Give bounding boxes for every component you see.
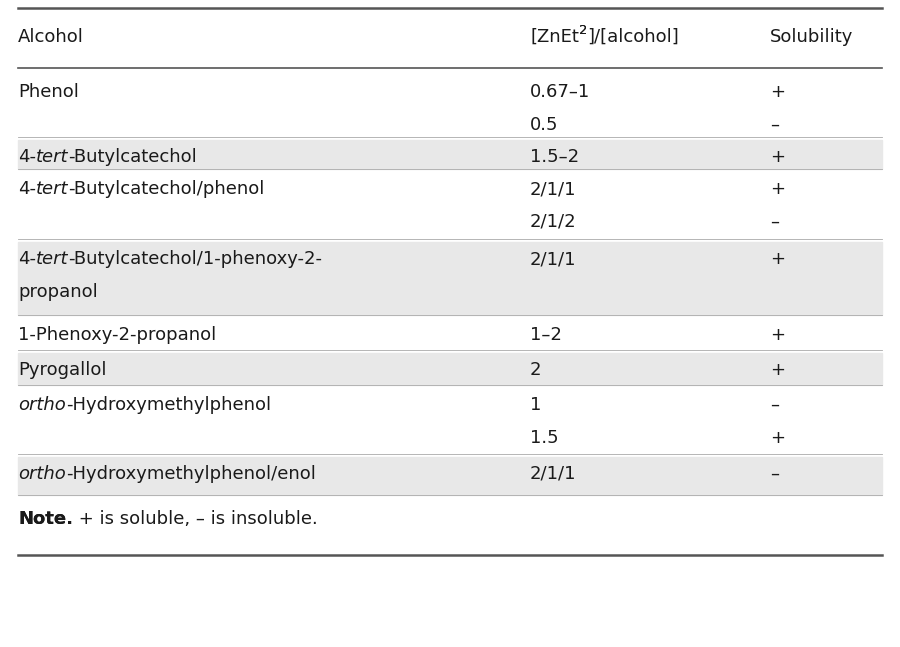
Text: 1.5–2: 1.5–2	[530, 148, 579, 166]
Text: tert: tert	[36, 180, 68, 198]
Text: propanol: propanol	[18, 283, 98, 301]
Text: 2/1/1: 2/1/1	[530, 250, 577, 268]
Text: Pyrogallol: Pyrogallol	[18, 361, 106, 379]
Text: 2/1/1: 2/1/1	[530, 465, 577, 483]
Bar	[18, 140, 882, 169]
Text: +: +	[770, 429, 785, 447]
Text: 2: 2	[579, 24, 587, 37]
Text: +: +	[770, 83, 785, 101]
Text: Phenol: Phenol	[18, 83, 79, 101]
Text: +: +	[770, 326, 785, 344]
Text: 1–2: 1–2	[530, 326, 562, 344]
Bar	[18, 457, 882, 495]
Text: Solubility: Solubility	[770, 28, 853, 46]
Bar	[18, 242, 882, 315]
Text: Note.: Note.	[18, 510, 73, 528]
Text: + is soluble, – is insoluble.: + is soluble, – is insoluble.	[73, 510, 318, 528]
Text: 1: 1	[530, 396, 542, 414]
Text: –: –	[770, 116, 779, 134]
Text: ortho: ortho	[18, 465, 66, 483]
Text: Note.: Note.	[18, 510, 73, 528]
Text: -Butylcatechol: -Butylcatechol	[68, 148, 197, 166]
Text: -Butylcatechol/phenol: -Butylcatechol/phenol	[68, 180, 265, 198]
Text: +: +	[770, 361, 785, 379]
Text: –: –	[770, 396, 779, 414]
Text: 2: 2	[579, 24, 587, 37]
Text: tert: tert	[36, 250, 68, 268]
Text: 4-: 4-	[18, 250, 36, 268]
Text: ]/[alcohol]: ]/[alcohol]	[587, 28, 679, 46]
Text: +: +	[770, 180, 785, 198]
Text: 2/1/2: 2/1/2	[530, 213, 577, 231]
Text: -Butylcatechol/1-phenoxy-2-: -Butylcatechol/1-phenoxy-2-	[68, 250, 322, 268]
Text: 2/1/1: 2/1/1	[530, 180, 577, 198]
Text: 1-Phenoxy-2-propanol: 1-Phenoxy-2-propanol	[18, 326, 216, 344]
Text: 1.5: 1.5	[530, 429, 559, 447]
Text: ortho: ortho	[18, 396, 66, 414]
Text: 4-: 4-	[18, 148, 36, 166]
Text: -Hydroxymethylphenol: -Hydroxymethylphenol	[66, 396, 271, 414]
Text: tert: tert	[36, 148, 68, 166]
Text: [ZnEt: [ZnEt	[530, 28, 579, 46]
Text: Alcohol: Alcohol	[18, 28, 84, 46]
Text: -Hydroxymethylphenol/enol: -Hydroxymethylphenol/enol	[66, 465, 316, 483]
Text: +: +	[770, 250, 785, 268]
Text: 4-: 4-	[18, 180, 36, 198]
Bar	[18, 353, 882, 385]
Text: +: +	[770, 148, 785, 166]
Text: –: –	[770, 213, 779, 231]
Text: 0.67–1: 0.67–1	[530, 83, 590, 101]
Text: 0.5: 0.5	[530, 116, 559, 134]
Text: 2: 2	[530, 361, 542, 379]
Text: –: –	[770, 465, 779, 483]
